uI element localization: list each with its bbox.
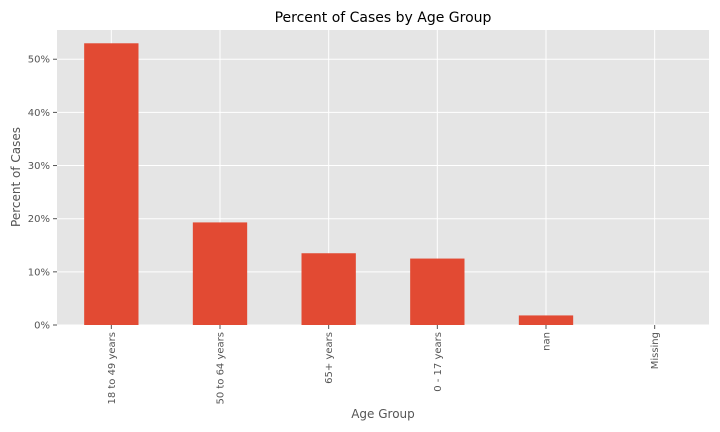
bar	[410, 258, 465, 325]
x-tick-label: 18 to 49 years	[107, 332, 118, 405]
y-tick-label: 10%	[28, 267, 50, 278]
x-tick-label: Missing	[650, 332, 661, 369]
x-tick-label: 0 - 17 years	[433, 332, 444, 392]
y-tick-label: 30%	[28, 161, 50, 172]
bar	[518, 315, 574, 325]
y-axis: 0% 10% 20% 30% 40% 50%	[28, 55, 57, 332]
x-axis: 18 to 49 years 50 to 64 years 65+ years 0 -…	[107, 325, 661, 405]
x-tick-label: 65+ years	[324, 332, 335, 384]
y-axis-title: Percent of Cases	[9, 127, 23, 227]
x-tick-label: 50 to 64 years	[216, 332, 227, 405]
chart-title: Percent of Cases by Age Group	[275, 10, 492, 26]
x-axis-title: Age Group	[351, 407, 415, 421]
bar	[84, 43, 139, 325]
bar	[192, 222, 248, 325]
y-tick-label: 50%	[28, 55, 50, 66]
y-tick-label: 20%	[28, 214, 50, 225]
x-tick-label: nan	[542, 332, 553, 351]
y-tick-label: 0%	[34, 321, 50, 332]
plot-background	[57, 30, 709, 325]
y-tick-label: 40%	[28, 108, 50, 119]
bars	[84, 43, 574, 325]
grid-lines	[57, 30, 709, 326]
bar	[301, 253, 356, 325]
